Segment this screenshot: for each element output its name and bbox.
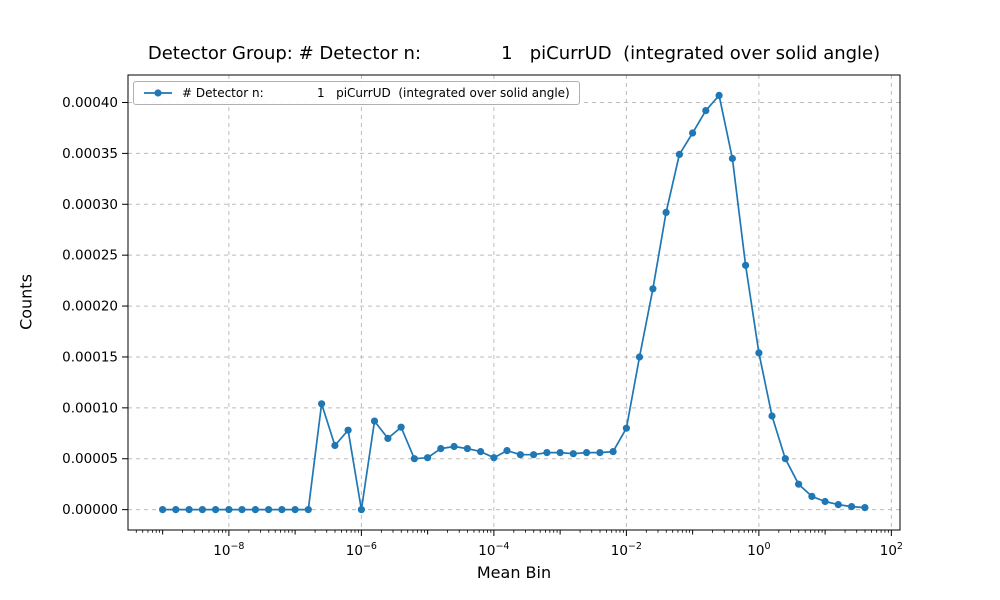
data-point	[251, 506, 259, 514]
data-point	[609, 448, 617, 456]
data-point	[384, 434, 392, 442]
y-tick-label: 0.00015	[62, 349, 118, 365]
x-tick-label: 10−2	[611, 541, 642, 559]
data-point	[715, 91, 723, 99]
data-point	[516, 451, 525, 459]
data-point	[742, 261, 750, 269]
data-point	[172, 506, 180, 514]
y-tick-label: 0.00010	[62, 400, 118, 416]
x-tick-label: 10−4	[478, 541, 509, 559]
data-point	[331, 441, 339, 450]
data-point	[834, 501, 842, 509]
legend: # Detector n: 1 piCurrUD (integrated ove…	[133, 81, 580, 105]
data-point	[410, 455, 418, 463]
data-point	[821, 497, 829, 506]
x-tick-label: 100	[747, 541, 770, 559]
data-point	[569, 450, 577, 458]
y-tick-label: 0.00005	[62, 451, 118, 467]
data-point	[344, 426, 352, 434]
legend-label: # Detector n: 1 piCurrUD (integrated ove…	[182, 86, 570, 100]
data-point	[370, 417, 379, 425]
data-point	[635, 353, 644, 361]
data-point	[397, 423, 405, 431]
data-point	[265, 506, 273, 514]
y-tick-label: 0.00030	[62, 197, 118, 213]
data-point	[689, 129, 697, 137]
data-point	[596, 449, 604, 457]
data-point	[318, 400, 326, 408]
data-point	[556, 449, 564, 457]
data-point	[477, 448, 485, 456]
data-point	[808, 492, 816, 500]
y-tick-label: 0.00040	[62, 95, 118, 111]
data-point	[424, 454, 432, 462]
y-tick-label: 0.00020	[62, 299, 118, 315]
data-point	[649, 285, 657, 293]
data-point	[848, 503, 856, 511]
y-tick-label: 0.00035	[62, 146, 118, 162]
data-point	[702, 107, 710, 115]
data-point	[304, 506, 312, 514]
data-point	[357, 506, 365, 514]
y-tick-label: 0.00025	[62, 248, 118, 264]
data-point	[622, 424, 631, 432]
chart-title: Detector Group: # Detector n: 1 piCurrUD…	[147, 43, 881, 64]
data-point	[662, 208, 670, 216]
data-point	[463, 445, 471, 453]
data-point	[755, 349, 763, 357]
y-axis-label: Counts	[16, 274, 36, 330]
data-point	[238, 506, 246, 514]
data-point	[675, 150, 684, 158]
data-point	[198, 506, 206, 514]
data-point	[781, 455, 789, 463]
data-point	[212, 506, 220, 514]
x-axis-label: Mean Bin	[476, 563, 552, 582]
data-point	[185, 506, 193, 514]
x-tick-label: 10−6	[346, 541, 377, 559]
y-tick-label: 0.00000	[62, 502, 118, 518]
data-point	[225, 506, 233, 514]
x-tick-label: 10−8	[213, 541, 244, 559]
data-point	[530, 451, 538, 459]
data-point	[278, 506, 286, 514]
data-point	[543, 449, 551, 457]
data-point	[291, 506, 299, 514]
data-point	[768, 412, 776, 420]
data-line	[162, 94, 865, 511]
data-point	[159, 506, 167, 514]
data-point	[437, 445, 445, 453]
data-point	[728, 154, 737, 163]
data-point	[450, 442, 458, 451]
data-point	[490, 454, 498, 462]
legend-marker-sample	[154, 89, 162, 97]
data-point	[861, 504, 869, 512]
data-point	[583, 449, 591, 457]
x-tick-label: 102	[880, 541, 903, 559]
data-point	[503, 447, 511, 455]
legend-line-marker-icon	[144, 89, 172, 97]
data-point	[795, 480, 803, 488]
